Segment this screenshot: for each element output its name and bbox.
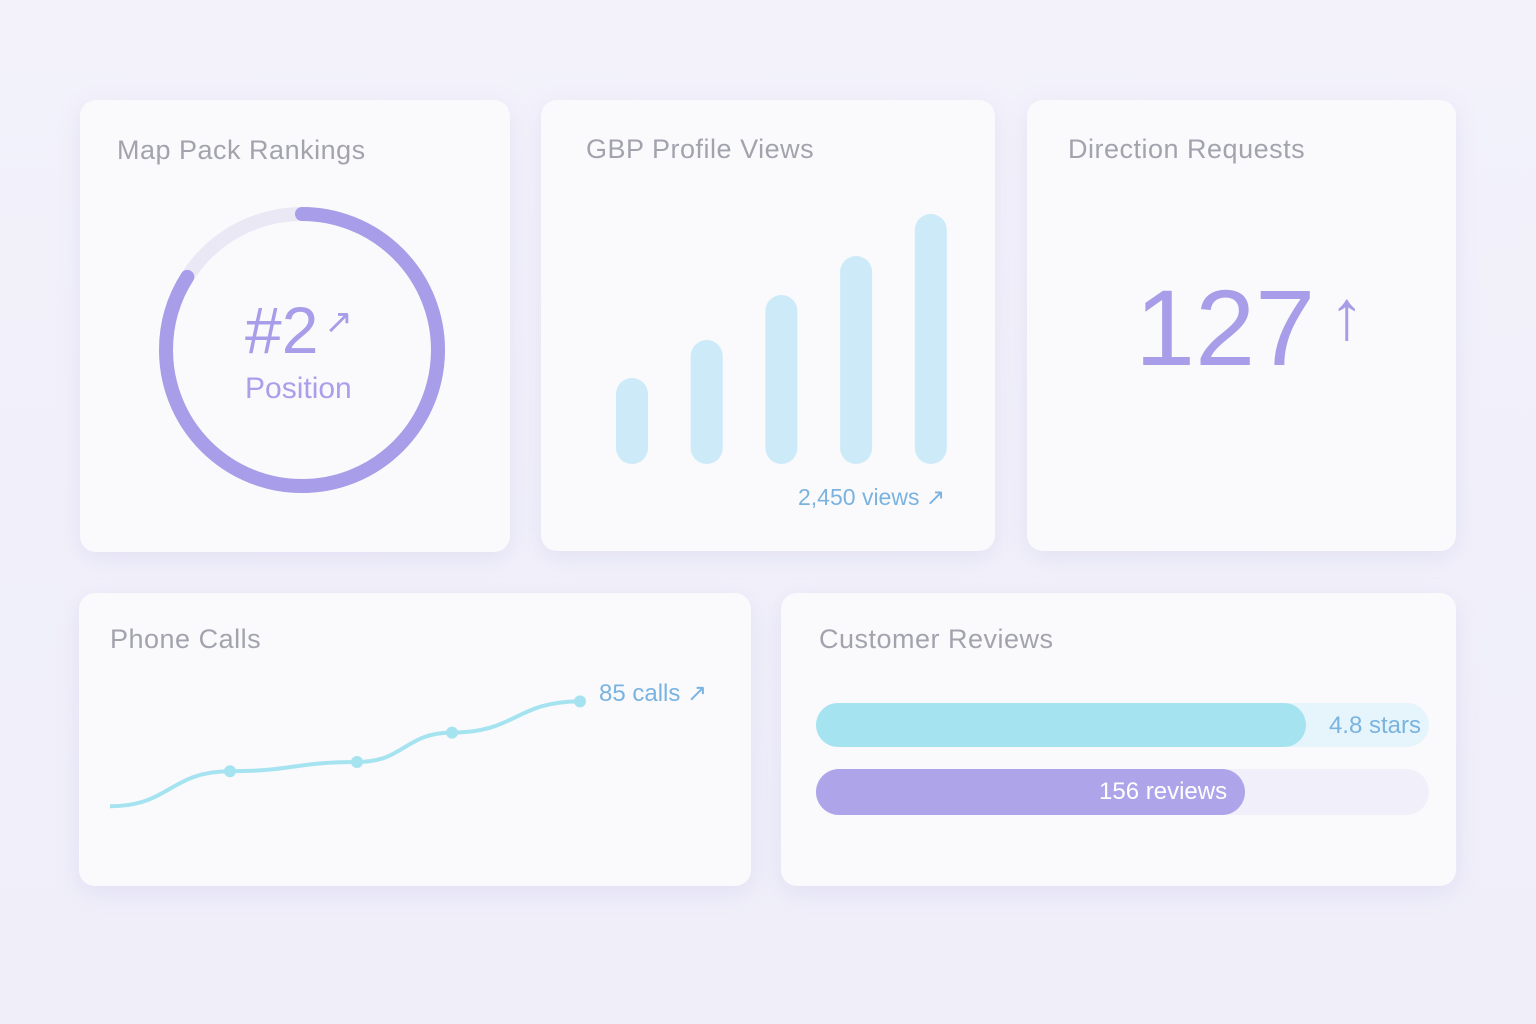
reviews-label: 156 reviews (1099, 778, 1228, 805)
direction-requests-card: Direction Requests 127 ↑ (1027, 100, 1456, 551)
calls-point (446, 726, 458, 739)
card-title: Direction Requests (1068, 134, 1306, 164)
views-bar (616, 378, 648, 464)
card-title: Map Pack Rankings (117, 135, 366, 165)
calls-point (351, 756, 363, 769)
map-pack-card: Map Pack Rankings #2 ↗ Position (80, 100, 510, 552)
calls-line-chart (109, 695, 586, 809)
gbp-views-card: GBP Profile Views 2,450 views ↗ (541, 100, 995, 551)
stars-bar-track: 4.8 stars (816, 703, 1429, 747)
calls-line (109, 699, 581, 809)
rank-value: #2 ↗ (245, 292, 353, 368)
views-caption: 2,450 views ↗ (798, 484, 946, 510)
ranking-ring (159, 207, 445, 493)
direction-count: 127 (1135, 267, 1316, 388)
views-bar (765, 295, 798, 464)
rank-label: Position (245, 372, 352, 405)
card-title: Customer Reviews (819, 624, 1054, 654)
reviews-bar-fill: 156 reviews (816, 769, 1246, 815)
ranking-ring-progress (159, 207, 445, 493)
direction-value: 127 ↑ (1135, 265, 1364, 390)
calls-point (574, 695, 586, 708)
card-title: GBP Profile Views (586, 134, 815, 164)
phone-calls-card: Phone Calls 85 calls ↗ (79, 593, 751, 886)
trend-up-icon: ↗ (324, 303, 353, 341)
rank-text: #2 (245, 293, 319, 367)
views-bar (840, 256, 873, 464)
arrow-up-icon: ↑ (1329, 276, 1365, 354)
reviews-bar-track: 156 reviews (816, 769, 1429, 815)
stars-label: 4.8 stars (1328, 712, 1421, 739)
customer-reviews-card: Customer Reviews 4.8 stars 156 reviews (781, 593, 1456, 886)
views-bar (914, 214, 947, 464)
stars-bar-fill (816, 703, 1307, 747)
views-bar (690, 340, 723, 464)
calls-caption: 85 calls ↗ (599, 680, 708, 707)
views-bar-chart (616, 214, 947, 464)
calls-point (224, 765, 236, 778)
card-title: Phone Calls (110, 624, 262, 654)
